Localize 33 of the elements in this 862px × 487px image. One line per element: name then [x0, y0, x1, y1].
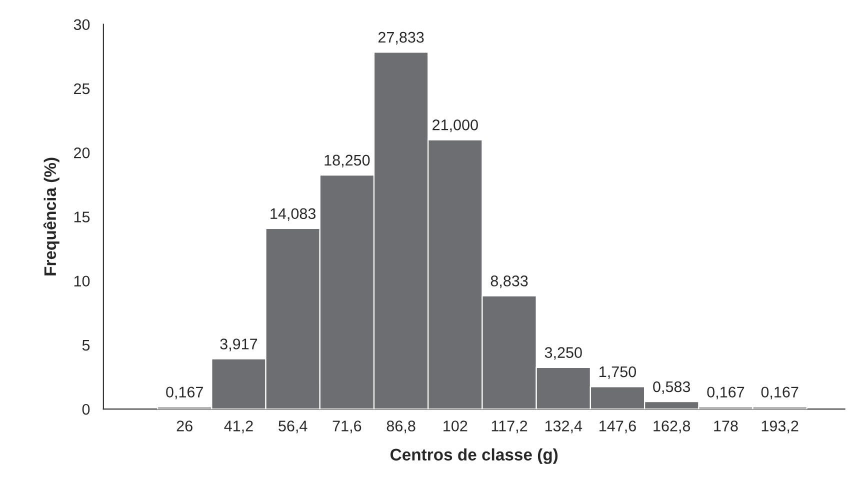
x-tick-label: 178 [714, 420, 738, 432]
y-tick-label: 25 [74, 83, 90, 94]
x-tick-label: 102 [444, 420, 468, 432]
data-label: 18,250 [324, 154, 370, 168]
data-label: 21,000 [432, 120, 478, 132]
data-label: 0,583 [653, 381, 690, 394]
y-axis-title: Frequência (%) [43, 158, 60, 276]
data-label: 0,167 [707, 386, 744, 400]
data-label: 14,083 [270, 208, 316, 221]
x-tick-label: 147,6 [600, 420, 636, 434]
data-label: 27,833 [378, 32, 424, 45]
x-axis-title: Centros de classe (g) [390, 448, 558, 464]
y-tick-label: 20 [74, 147, 90, 158]
x-tick-label: 26 [176, 420, 192, 432]
x-tick-label: 162,8 [654, 420, 690, 434]
data-label: 3,917 [220, 338, 258, 352]
data-label: 0,167 [166, 386, 203, 400]
x-tick-label: 193,2 [762, 420, 798, 434]
x-tick-label: 117,2 [492, 420, 528, 434]
y-tick-label: 0 [82, 404, 90, 415]
y-tick-label: 5 [82, 340, 90, 351]
x-tick-label: 86,8 [386, 420, 416, 434]
x-tick-label: 41,2 [224, 420, 253, 434]
y-tick-label: 15 [74, 212, 90, 222]
y-tick-label: 10 [74, 276, 90, 287]
x-tick-label: 71,6 [332, 420, 362, 434]
x-tick-label: 132,4 [545, 420, 582, 434]
x-tick-label: 56,4 [278, 420, 308, 434]
data-label: 8,833 [490, 276, 528, 288]
data-label: 3,250 [544, 347, 582, 360]
data-label: 0,167 [761, 386, 798, 400]
data-label: 1,750 [600, 366, 636, 380]
y-tick-label: 30 [74, 19, 90, 30]
